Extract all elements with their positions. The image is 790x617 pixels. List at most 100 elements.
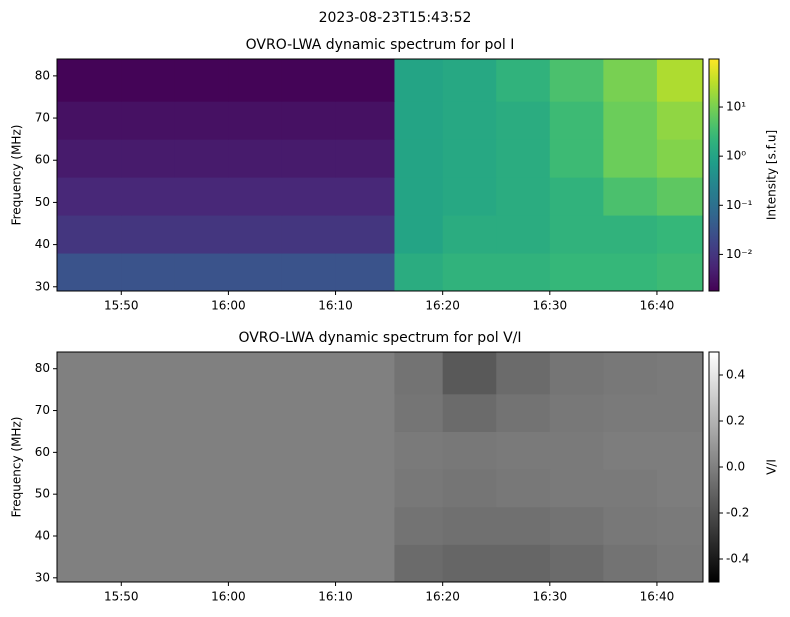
- heatmap-cell: [281, 393, 337, 432]
- x-tick-label: 15:50: [104, 590, 139, 604]
- heatmap-cell: [603, 101, 658, 140]
- axes-frame: [56, 58, 704, 292]
- heatmap-cell: [335, 506, 395, 545]
- colorbar-tick-label: 10¹: [726, 100, 746, 114]
- heatmap-cell: [281, 215, 337, 254]
- axes-title: OVRO-LWA dynamic spectrum for pol V/I: [238, 330, 521, 346]
- colorbar-tick-label: -0.2: [726, 506, 749, 520]
- colorbar-tick-label: 0.2: [726, 414, 745, 428]
- heatmap-cell: [549, 177, 604, 216]
- heatmap-cell: [394, 59, 444, 102]
- heatmap-cell: [228, 393, 283, 432]
- y-tick-label: 80: [35, 361, 50, 375]
- heatmap-cell: [335, 544, 395, 583]
- heatmap-cell: [496, 177, 551, 216]
- heatmap-cell: [121, 431, 176, 470]
- heatmap-cell: [549, 352, 604, 395]
- y-tick-label: 80: [35, 68, 50, 82]
- heatmap-cell: [121, 393, 176, 432]
- x-tick-label: 16:30: [533, 299, 568, 313]
- heatmap-cell: [281, 253, 337, 292]
- x-tick-label: 16:00: [211, 590, 246, 604]
- heatmap-cell: [228, 101, 283, 140]
- heatmap-cell: [121, 215, 176, 254]
- heatmap-cell: [549, 59, 604, 102]
- heatmap-cell: [281, 506, 337, 545]
- x-tick-label: 16:40: [640, 299, 675, 313]
- heatmap-cell: [174, 139, 229, 178]
- heatmap-cell: [656, 393, 704, 432]
- heatmap-cell: [174, 101, 229, 140]
- heatmap-cell: [496, 253, 551, 292]
- heatmap-cell: [442, 101, 497, 140]
- heatmap-cell: [281, 544, 337, 583]
- heatmap-cell: [496, 393, 551, 432]
- heatmap-cell: [281, 59, 337, 102]
- heatmap-cell: [549, 101, 604, 140]
- heatmap-cell: [228, 139, 283, 178]
- heatmap-cell: [228, 59, 283, 102]
- heatmap-cell: [121, 253, 176, 292]
- heatmap-cell: [57, 177, 122, 216]
- heatmap-cell: [281, 352, 337, 395]
- heatmap-cell: [174, 59, 229, 102]
- y-tick-label: 40: [35, 237, 50, 251]
- heatmap-cell: [228, 352, 283, 395]
- heatmap-cell: [335, 101, 395, 140]
- heatmap-cell: [549, 393, 604, 432]
- heatmap-cell: [57, 431, 122, 470]
- heatmap-cell: [549, 215, 604, 254]
- heatmap-cell: [496, 101, 551, 140]
- colorbar-label: Intensity [s.f.u]: [765, 130, 779, 220]
- heatmap-cell: [442, 352, 497, 395]
- heatmap-cell: [228, 215, 283, 254]
- heatmap-cell: [442, 177, 497, 216]
- heatmap-cell: [496, 506, 551, 545]
- colorbar-tick-label: 10⁻²: [726, 247, 753, 261]
- heatmap-cell: [335, 59, 395, 102]
- heatmap-cell: [603, 253, 658, 292]
- heatmap-cell: [281, 469, 337, 508]
- heatmap-cell: [335, 393, 395, 432]
- heatmap-cell: [656, 253, 704, 292]
- heatmap-cell: [121, 101, 176, 140]
- heatmap-cell: [394, 253, 444, 292]
- heatmap-cell: [394, 177, 444, 216]
- heatmap-cell: [335, 431, 395, 470]
- heatmap-cell: [603, 352, 658, 395]
- heatmap-cell: [603, 139, 658, 178]
- heatmap-cell: [603, 177, 658, 216]
- heatmap-cell: [496, 431, 551, 470]
- heatmap-cell: [335, 177, 395, 216]
- heatmap-cell: [656, 177, 704, 216]
- heatmap-cell: [442, 253, 497, 292]
- heatmap-cell: [394, 393, 444, 432]
- heatmap-cell: [174, 469, 229, 508]
- heatmap-cell: [335, 253, 395, 292]
- heatmap-cell: [656, 215, 704, 254]
- heatmap-cell: [57, 469, 122, 508]
- heatmap-cell: [174, 352, 229, 395]
- heatmap-cell: [121, 177, 176, 216]
- heatmap-cell: [228, 506, 283, 545]
- heatmap-cell: [549, 506, 604, 545]
- heatmap-cell: [394, 431, 444, 470]
- x-tick-label: 15:50: [104, 299, 139, 313]
- y-axis-label: Frequency (MHz): [10, 125, 24, 226]
- heatmap-cell: [394, 506, 444, 545]
- heatmap-cell: [442, 544, 497, 583]
- colorbar: [708, 351, 720, 583]
- heatmap-cell: [281, 431, 337, 470]
- x-tick-label: 16:20: [425, 590, 460, 604]
- heatmap-cell: [57, 215, 122, 254]
- heatmap-cell: [549, 139, 604, 178]
- heatmap-cell: [549, 469, 604, 508]
- heatmap-cell: [228, 253, 283, 292]
- heatmap-cell: [656, 101, 704, 140]
- heatmap-cell: [57, 352, 122, 395]
- heatmap-cell: [656, 352, 704, 395]
- x-tick-label: 16:40: [640, 590, 675, 604]
- y-tick-label: 30: [35, 570, 50, 584]
- heatmap-cell: [174, 177, 229, 216]
